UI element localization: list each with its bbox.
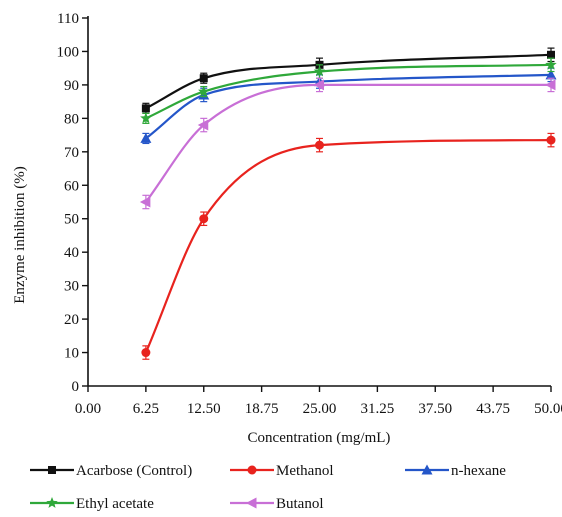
legend-label: Methanol (276, 463, 334, 479)
data-point (198, 85, 210, 97)
y-tick-label: 60 (64, 178, 79, 194)
data-point (140, 132, 152, 143)
legend-marker (48, 466, 56, 474)
y-axis: 0 10 20 30 40 50 60 70 80 90 100 110 (57, 11, 89, 395)
y-tick-label: 0 (72, 379, 80, 395)
series-line (145, 63, 552, 120)
legend-label: Butanol (276, 496, 324, 512)
x-tick-label: 18.75 (245, 401, 279, 417)
data-point (313, 65, 326, 77)
data-point (545, 69, 557, 80)
legend-item: n-hexane (405, 463, 506, 479)
data-point (545, 79, 556, 91)
data-point (141, 104, 150, 113)
x-tick-label: 0.00 (75, 401, 101, 417)
y-tick-label: 80 (64, 111, 79, 127)
series-line (144, 83, 551, 203)
series-line (145, 53, 552, 110)
legend-marker (421, 464, 433, 475)
x-tick-label: 12.50 (187, 401, 221, 417)
data-point (313, 79, 324, 91)
legend-item: Butanol (230, 496, 324, 512)
x-axis-title: Concentration (mg/mL) (248, 430, 391, 446)
y-tick-label: 20 (64, 312, 79, 328)
data-point (141, 348, 151, 358)
y-tick-label: 100 (57, 44, 80, 60)
x-tick-label: 50.00 (534, 401, 562, 417)
legend-label: Ethyl acetate (76, 496, 154, 512)
y-tick-label: 70 (64, 145, 79, 161)
x-tick-label: 6.25 (133, 401, 159, 417)
y-tick-label: 40 (64, 245, 79, 261)
data-point (546, 135, 556, 145)
data-point (199, 214, 209, 224)
x-tick-label: 31.25 (361, 401, 395, 417)
x-tick-label: 37.50 (418, 401, 452, 417)
x-tick-label: 25.00 (303, 401, 337, 417)
y-axis-title: Enzyme inhibition (%) (12, 166, 28, 303)
legend-item: Ethyl acetate (30, 496, 154, 512)
legend-marker (247, 465, 257, 475)
y-tick-label: 50 (64, 212, 79, 228)
data-point (545, 58, 557, 70)
legend-label: n-hexane (451, 463, 506, 479)
data-point (315, 140, 324, 150)
y-tick-label: 90 (64, 78, 79, 94)
series-line (144, 139, 552, 353)
data-point (547, 50, 555, 59)
legend-marker (46, 497, 58, 508)
data-point (140, 112, 152, 124)
y-tick-label: 110 (57, 11, 79, 27)
series-methanol (141, 132, 556, 360)
plot-area (139, 47, 557, 360)
series-line (145, 73, 552, 140)
series-butanol (139, 77, 556, 210)
x-tick-label: 43.75 (476, 401, 510, 417)
x-axis: 0.00 6.25 12.50 18.75 25.00 31.25 37.50 43.75 50… (75, 385, 562, 417)
legend-item: Acarbose (Control) (30, 463, 192, 479)
series-ethyl-acetate (140, 57, 557, 124)
legend-item: Methanol (230, 463, 334, 479)
y-tick-label: 10 (64, 346, 79, 362)
data-point (199, 74, 208, 83)
y-tick-label: 30 (64, 279, 79, 295)
legend: Acarbose (Control) Methanol n-hexane Ethyl … (30, 463, 506, 512)
data-point (197, 119, 209, 131)
legend-label: Acarbose (Control) (76, 463, 192, 479)
legend-marker (246, 497, 257, 509)
data-point (139, 196, 151, 208)
